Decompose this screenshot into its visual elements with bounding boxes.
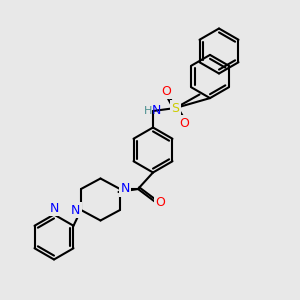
Text: N: N <box>152 104 161 118</box>
Text: O: O <box>156 196 165 209</box>
Text: N: N <box>49 202 59 215</box>
Text: H: H <box>144 106 153 116</box>
Text: S: S <box>172 101 179 115</box>
Text: N: N <box>121 182 130 196</box>
Text: O: O <box>180 116 189 130</box>
Text: N: N <box>71 203 80 217</box>
Text: O: O <box>162 85 171 98</box>
